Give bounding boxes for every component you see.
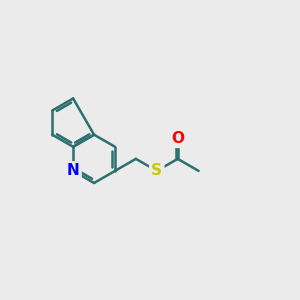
Text: N: N [67, 164, 80, 178]
Text: S: S [151, 164, 162, 178]
Text: O: O [171, 131, 184, 146]
